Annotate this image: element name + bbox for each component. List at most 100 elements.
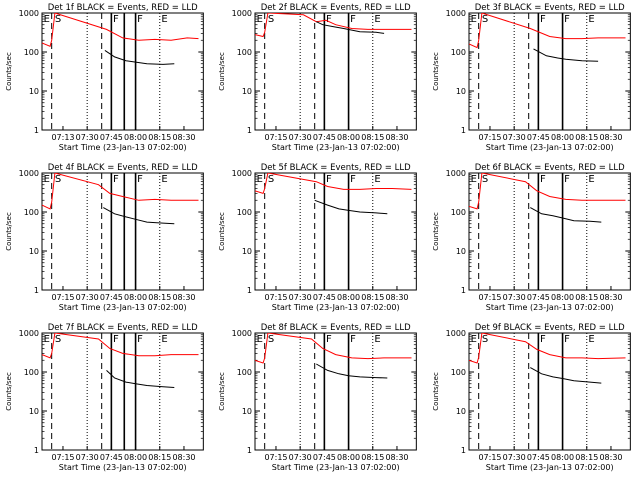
- phase-marker: E: [44, 174, 50, 185]
- x-tick-label: 07:45: [100, 453, 123, 462]
- chart-title: Det 9f BLACK = Events, RED = LLD: [474, 323, 624, 333]
- y-tick-label: 1000: [19, 169, 39, 178]
- y-tick-label: 1000: [445, 169, 465, 178]
- phase-marker: E: [161, 14, 167, 25]
- series-events: [106, 370, 175, 388]
- x-tick-label: 08:15: [362, 133, 385, 142]
- x-tick-label: 07:30: [76, 133, 99, 142]
- x-tick-label: 07:30: [502, 453, 525, 462]
- phase-marker: S: [55, 334, 61, 345]
- y-tick-label: 10: [29, 247, 39, 256]
- y-tick-label: 1000: [232, 9, 252, 18]
- y-tick-label: 1000: [232, 169, 252, 178]
- y-tick-label: 10: [455, 407, 465, 416]
- x-tick-label: 08:15: [575, 453, 598, 462]
- y-tick-label: 1000: [445, 329, 465, 338]
- x-tick-label: 07:15: [478, 133, 501, 142]
- x-tick-label: 08:15: [148, 133, 171, 142]
- x-tick-label: 08:00: [124, 293, 147, 302]
- x-axis-label: Start Time (23-Jan-13 07:02:00): [272, 143, 400, 152]
- x-tick-label: 07:45: [313, 293, 336, 302]
- phase-marker: F: [540, 334, 546, 345]
- x-tick-label: 08:15: [148, 453, 171, 462]
- x-tick-label: 07:15: [478, 293, 501, 302]
- x-tick-label: 07:45: [526, 453, 549, 462]
- x-tick-label: 08:00: [551, 293, 574, 302]
- y-axis-label: Counts/sec: [432, 372, 440, 411]
- phase-marker: S: [268, 14, 274, 25]
- y-tick-label: 1: [247, 286, 252, 295]
- phase-marker: S: [482, 334, 488, 345]
- phase-marker: S: [55, 14, 61, 25]
- detector-chart-2f: Det 2f BLACK = Events, RED = LLD 1 10 100 10…: [218, 3, 418, 152]
- detector-chart-5f: Det 5f BLACK = Events, RED = LLD 1 10 100 10…: [218, 163, 418, 312]
- series-lld: [42, 333, 199, 359]
- phase-marker: E: [375, 334, 381, 345]
- phase-marker: F: [137, 14, 143, 25]
- phase-marker: S: [55, 174, 61, 185]
- y-tick-label: 100: [24, 368, 39, 377]
- x-tick-label: 08:15: [575, 293, 598, 302]
- x-tick-label: 08:00: [551, 133, 574, 142]
- x-tick-label: 07:15: [265, 453, 288, 462]
- series-lld: [255, 173, 412, 195]
- chart-title: Det 8f BLACK = Events, RED = LLD: [261, 323, 411, 333]
- x-tick-label: 07:45: [313, 133, 336, 142]
- x-tick-label: 07:45: [313, 453, 336, 462]
- x-tick-label: 07:30: [289, 133, 312, 142]
- y-axis-label: Counts/sec: [218, 212, 226, 251]
- phase-marker: S: [482, 14, 488, 25]
- x-tick-label: 07:15: [51, 453, 74, 462]
- phase-marker: E: [588, 14, 594, 25]
- phase-marker: S: [268, 174, 274, 185]
- y-tick-label: 10: [242, 247, 252, 256]
- phase-marker: E: [375, 174, 381, 185]
- series-events: [316, 363, 388, 379]
- detector-chart-1f: Det 1f BLACK = Events, RED = LLD 1 10 100 10…: [5, 3, 204, 152]
- phase-marker: E: [161, 174, 167, 185]
- x-tick-label: 08:00: [551, 453, 574, 462]
- phase-marker: F: [113, 14, 119, 25]
- y-axis-label: Counts/sec: [432, 212, 440, 251]
- x-tick-label: 08:15: [575, 133, 598, 142]
- plot-frame: [468, 12, 631, 131]
- chart-title: Det 6f BLACK = Events, RED = LLD: [474, 163, 624, 173]
- y-tick-label: 1: [247, 126, 252, 135]
- x-tick-label: 07:30: [502, 133, 525, 142]
- series-lld: [468, 333, 626, 364]
- x-axis-label: Start Time (23-Jan-13 07:02:00): [485, 143, 613, 152]
- chart-title: Det 2f BLACK = Events, RED = LLD: [261, 3, 411, 13]
- y-tick-label: 10: [242, 407, 252, 416]
- chart-title: Det 1f BLACK = Events, RED = LLD: [48, 3, 198, 13]
- phase-marker: E: [44, 14, 50, 25]
- x-tick-label: 07:45: [526, 293, 549, 302]
- x-tick-label: 07:30: [289, 453, 312, 462]
- y-tick-label: 100: [24, 208, 39, 217]
- y-axis-label: Counts/sec: [432, 52, 440, 91]
- phase-marker: E: [588, 174, 594, 185]
- phase-marker: E: [257, 334, 263, 345]
- y-axis-label: Counts/sec: [5, 372, 13, 411]
- y-tick-label: 100: [237, 208, 252, 217]
- series-events: [532, 48, 598, 62]
- x-tick-label: 08:30: [386, 293, 409, 302]
- x-axis-label: Start Time (23-Jan-13 07:02:00): [272, 303, 400, 312]
- x-tick-label: 08:15: [362, 293, 385, 302]
- chart-title: Det 3f BLACK = Events, RED = LLD: [474, 3, 624, 13]
- y-tick-label: 100: [450, 48, 465, 57]
- y-tick-label: 10: [455, 87, 465, 96]
- phase-marker: F: [351, 334, 357, 345]
- series-lld: [255, 333, 412, 364]
- series-lld: [255, 13, 412, 38]
- y-tick-label: 1: [461, 126, 466, 135]
- x-tick-label: 07:45: [526, 133, 549, 142]
- series-lld: [468, 173, 626, 210]
- phase-marker: E: [470, 334, 476, 345]
- y-tick-label: 100: [24, 48, 39, 57]
- phase-marker: F: [326, 14, 332, 25]
- phase-marker: E: [257, 14, 263, 25]
- y-tick-label: 1: [247, 446, 252, 455]
- phase-marker: E: [44, 334, 50, 345]
- phase-marker: E: [588, 334, 594, 345]
